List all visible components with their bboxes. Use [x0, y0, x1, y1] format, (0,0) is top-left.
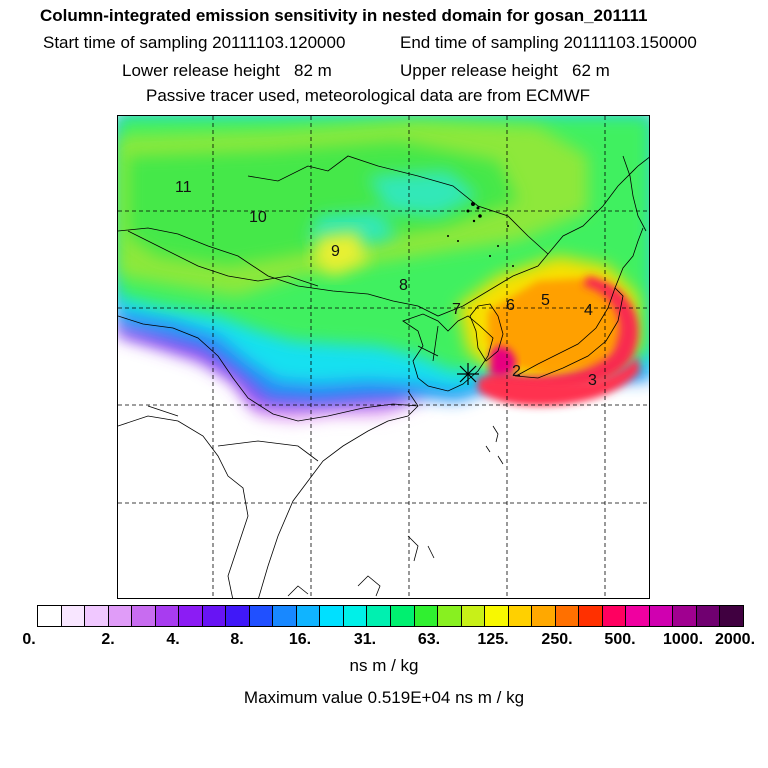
- grid-lines: [118, 116, 649, 598]
- color-scale-segment: [38, 606, 62, 626]
- color-scale-segment: [108, 606, 133, 626]
- color-scale-segment: [626, 606, 650, 626]
- upper-release-label: Upper release height 62 m: [400, 61, 610, 80]
- trajectory-label-10: 10: [249, 209, 267, 226]
- tracer-note: Passive tracer used, meteorological data…: [146, 86, 591, 105]
- trajectory-label-4: 4: [584, 302, 593, 319]
- color-scale-segment: [532, 606, 556, 626]
- color-scale-segment: [673, 606, 697, 626]
- color-tick: 63.: [417, 631, 441, 648]
- color-scale-segment: [414, 606, 439, 626]
- end-sampling-label: End time of sampling 20111103.150000: [400, 33, 697, 52]
- trajectory-labels: 2 3 4 5 6 7 8 9 10 11: [175, 179, 597, 389]
- color-scale-segment: [438, 606, 462, 626]
- coastlines: [118, 155, 649, 598]
- trajectory-label-7: 7: [452, 301, 461, 318]
- color-scale-segment: [390, 606, 415, 626]
- trajectory-label-3: 3: [588, 372, 597, 389]
- color-tick: 2.: [101, 631, 115, 648]
- color-scale-ticks: 0. 2. 4. 8. 16. 31. 63. 125. 250. 500. 1…: [0, 631, 768, 653]
- color-scale-segment: [696, 606, 721, 626]
- color-tick: 500.: [604, 631, 636, 648]
- color-scale-segment: [179, 606, 203, 626]
- field-orange-core: [488, 278, 623, 374]
- color-scale-segment: [555, 606, 580, 626]
- color-scale-segment: [579, 606, 603, 626]
- trajectory-label-5: 5: [541, 292, 550, 309]
- color-tick: 8.: [230, 631, 244, 648]
- trajectory-label-6: 6: [506, 297, 515, 314]
- color-scale-segment: [602, 606, 627, 626]
- color-scale-segment: [508, 606, 533, 626]
- color-tick: 4.: [166, 631, 180, 648]
- color-scale-bar: [37, 605, 744, 627]
- emission-sensitivity-map: 2 3 4 5 6 7 8 9 10 11: [117, 115, 650, 599]
- lakes: [447, 202, 514, 267]
- color-scale-segment: [155, 606, 180, 626]
- plot-title: Column-integrated emission sensitivity i…: [40, 6, 648, 25]
- color-tick: 1000.: [662, 631, 704, 648]
- color-tick: 125.: [477, 631, 509, 648]
- trajectory-label-9: 9: [331, 243, 340, 260]
- color-tick: 2000.: [714, 631, 756, 648]
- colorbar-units: ns m / kg: [349, 656, 419, 675]
- maximum-value-label: Maximum value 0.519E+04 ns m / kg: [243, 688, 525, 707]
- color-scale-segment: [85, 606, 109, 626]
- color-scale-segment: [649, 606, 674, 626]
- sensitivity-field: [118, 116, 649, 598]
- lower-release-label: Lower release height 82 m: [122, 61, 332, 80]
- field-red-ring: [483, 276, 639, 394]
- trajectory-label-11: 11: [175, 179, 192, 196]
- color-scale-segment: [202, 606, 227, 626]
- field-green-north: [128, 141, 518, 266]
- start-sampling-label: Start time of sampling 20111103.120000: [43, 33, 346, 52]
- release-site-star-icon: [457, 363, 479, 385]
- trajectory-label-2: 2: [512, 363, 521, 380]
- color-scale-segment: [343, 606, 368, 626]
- color-scale-segment: [249, 606, 274, 626]
- trajectory-label-8: 8: [399, 277, 408, 294]
- field-magenta-core: [490, 346, 517, 377]
- color-tick: 250.: [541, 631, 573, 648]
- color-tick: 16.: [288, 631, 312, 648]
- color-scale-segment: [226, 606, 250, 626]
- color-tick: 0.: [22, 631, 36, 648]
- color-scale-segment: [461, 606, 486, 626]
- field-yellow-patch-9: [313, 231, 368, 276]
- color-scale-segment: [132, 606, 156, 626]
- color-tick: 31.: [353, 631, 377, 648]
- color-scale-segment: [61, 606, 86, 626]
- color-scale-segment: [367, 606, 391, 626]
- color-scale-segment: [273, 606, 297, 626]
- color-scale-segment: [720, 606, 743, 626]
- field-red-band-south: [478, 356, 640, 406]
- color-scale-segment: [296, 606, 321, 626]
- color-scale-segment: [485, 606, 509, 626]
- color-scale-segment: [320, 606, 344, 626]
